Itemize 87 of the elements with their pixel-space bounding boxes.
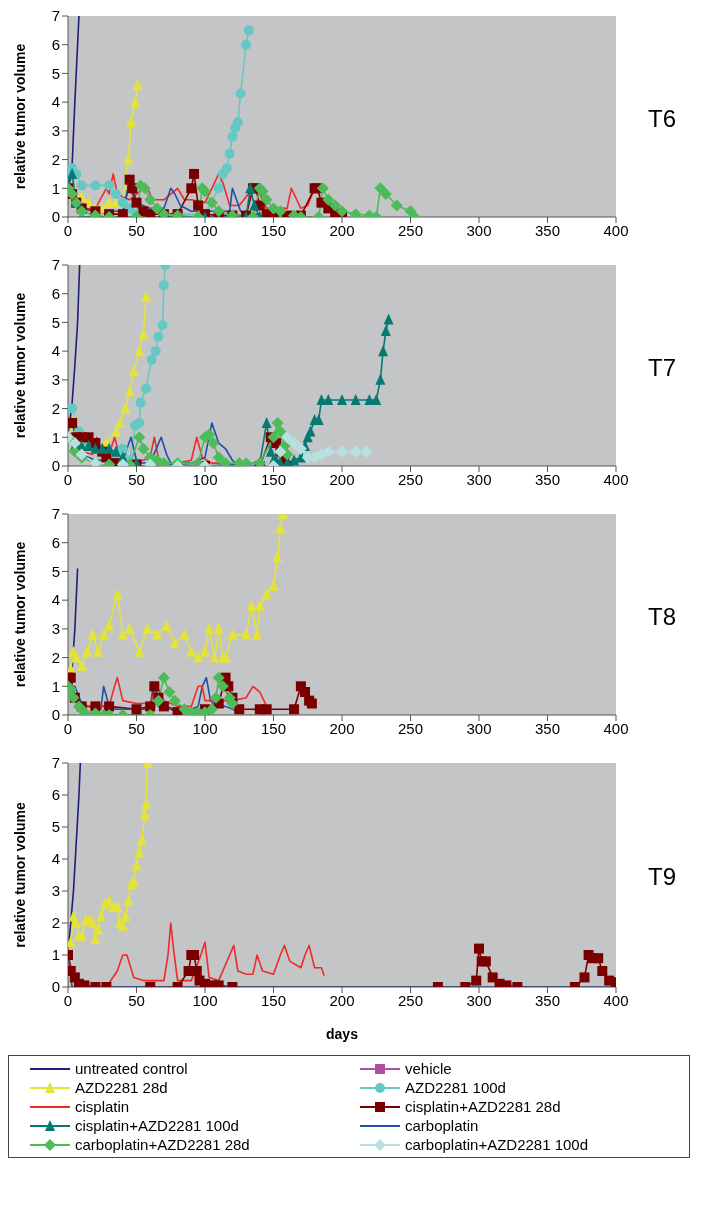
legend-label: untreated control — [75, 1060, 188, 1077]
legend-label: cisplatin+AZD2281 100d — [75, 1117, 239, 1134]
y-tick-label: 5 — [51, 818, 60, 836]
y-tick-label: 2 — [51, 399, 60, 417]
y-axis-title: relative tumor volume — [11, 292, 28, 439]
y-tick-label: 1 — [51, 179, 60, 197]
x-tick-label: 100 — [192, 221, 218, 239]
y-axis-title: relative tumor volume — [11, 541, 28, 688]
y-tick-label: 4 — [51, 93, 60, 111]
y-tick-label: 7 — [51, 7, 60, 25]
y-tick-label: 7 — [51, 505, 60, 523]
y-tick-label: 0 — [51, 978, 60, 996]
x-tick-label: 300 — [466, 719, 492, 737]
legend-label: cisplatin — [75, 1098, 130, 1115]
x-tick-label: 350 — [534, 719, 561, 737]
x-tick-label: 300 — [466, 470, 492, 488]
y-axis-title: relative tumor volume — [11, 43, 28, 190]
y-tick-label: 1 — [51, 677, 60, 695]
x-tick-label: 200 — [329, 991, 355, 1009]
y-tick-label: 3 — [51, 122, 60, 140]
legend-label: carboplatin+AZD2281 28d — [75, 1136, 250, 1153]
x-tick-label: 0 — [63, 470, 73, 488]
x-tick-label: 0 — [63, 221, 73, 239]
y-tick-label: 4 — [51, 342, 60, 360]
y-tick-label: 0 — [51, 208, 60, 226]
x-tick-label: 300 — [466, 221, 492, 239]
x-tick-label: 150 — [260, 470, 287, 488]
x-tick-label: 250 — [397, 221, 424, 239]
x-tick-label: 250 — [397, 719, 424, 737]
x-tick-label: 150 — [260, 991, 287, 1009]
x-tick-label: 100 — [192, 991, 218, 1009]
y-axis-title: relative tumor volume — [11, 802, 28, 948]
y-tick-label: 2 — [51, 914, 60, 932]
y-tick-label: 4 — [51, 591, 60, 609]
x-tick-label: 150 — [260, 221, 287, 239]
x-tick-label: 200 — [329, 221, 355, 239]
x-tick-label: 150 — [260, 719, 287, 737]
x-tick-label: 100 — [192, 719, 218, 737]
y-tick-label: 5 — [51, 64, 60, 82]
x-tick-label: 350 — [534, 470, 561, 488]
y-tick-label: 6 — [51, 285, 60, 303]
y-tick-label: 7 — [51, 256, 60, 274]
x-tick-label: 300 — [466, 991, 492, 1009]
y-tick-label: 4 — [51, 850, 60, 868]
y-tick-label: 6 — [51, 36, 60, 54]
x-tick-label: 250 — [397, 470, 424, 488]
y-tick-label: 5 — [51, 562, 60, 580]
text: T6 — [648, 104, 677, 132]
y-tick-label: 0 — [51, 457, 60, 475]
x-tick-label: 50 — [128, 719, 145, 737]
legend-label: AZD2281 28d — [75, 1079, 168, 1096]
x-tick-label: 0 — [63, 991, 73, 1009]
y-tick-label: 7 — [51, 754, 60, 772]
x-tick-label: 350 — [534, 991, 561, 1009]
legend-label: carboplatin — [405, 1117, 479, 1134]
text: T9 — [648, 863, 677, 891]
x-tick-label: 0 — [63, 719, 73, 737]
x-tick-label: 350 — [534, 221, 561, 239]
x-axis-title: days — [326, 1026, 359, 1042]
y-tick-label: 1 — [51, 428, 60, 446]
legend-label: AZD2281 100d — [405, 1079, 506, 1096]
x-tick-label: 200 — [329, 719, 355, 737]
x-tick-label: 50 — [128, 470, 145, 488]
legend-label: cisplatin+AZD2281 28d — [405, 1098, 561, 1115]
x-tick-label: 50 — [128, 221, 145, 239]
x-tick-label: 400 — [603, 470, 629, 488]
x-tick-label: 50 — [128, 991, 145, 1009]
y-tick-label: 6 — [51, 534, 60, 552]
x-tick-label: 100 — [192, 470, 218, 488]
x-tick-label: 400 — [603, 719, 629, 737]
legend-label: vehicle — [405, 1060, 452, 1077]
x-tick-label: 200 — [329, 470, 355, 488]
y-tick-label: 1 — [51, 946, 60, 964]
y-tick-label: 3 — [51, 371, 60, 389]
x-tick-label: 250 — [397, 991, 424, 1009]
legend-label: carboplatin+AZD2281 100d — [405, 1136, 589, 1153]
text: T8 — [648, 602, 677, 630]
x-tick-label: 400 — [603, 991, 629, 1009]
y-tick-label: 2 — [51, 150, 60, 168]
y-tick-label: 2 — [51, 648, 60, 666]
text: T7 — [648, 353, 677, 381]
y-tick-label: 5 — [51, 313, 60, 331]
y-tick-label: 3 — [51, 620, 60, 638]
y-tick-label: 0 — [51, 706, 60, 724]
x-tick-label: 400 — [603, 221, 629, 239]
y-tick-label: 3 — [51, 882, 60, 900]
y-tick-label: 6 — [51, 786, 60, 804]
